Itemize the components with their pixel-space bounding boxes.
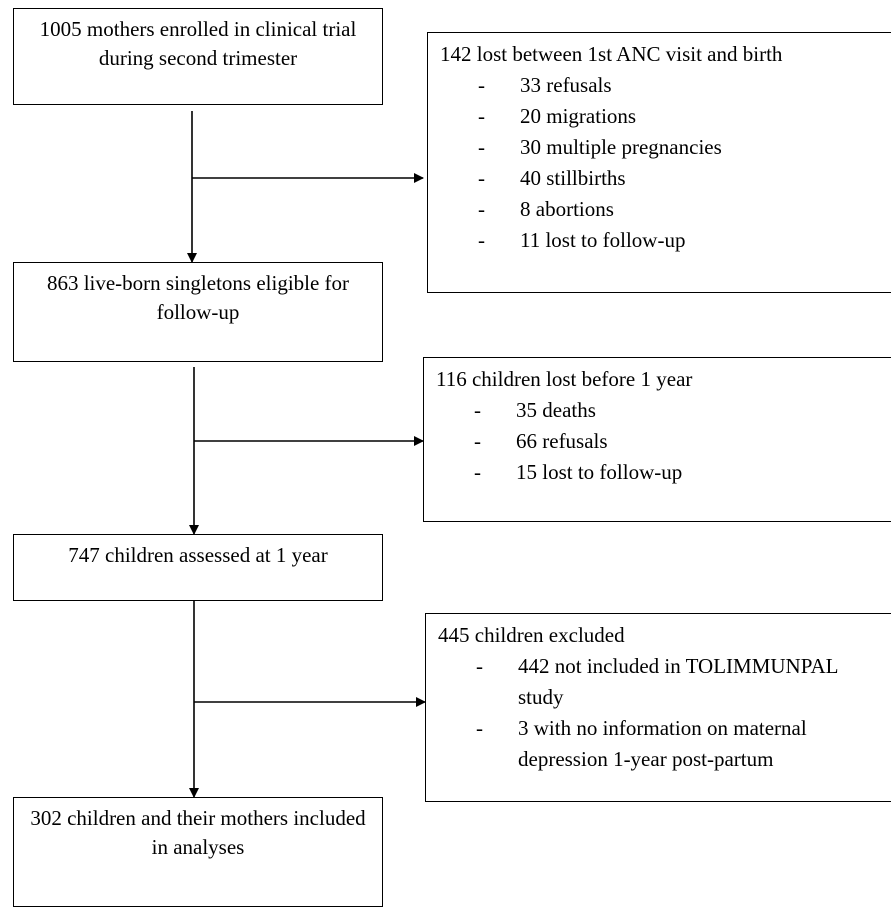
lost-before-1-year-list: - 35 deaths - 66 refusals - 15 lost to foll…	[436, 395, 884, 488]
lost-before-1-year-title: 116 children lost before 1 year	[436, 367, 693, 391]
list-item-text: 33 refusals	[520, 73, 612, 97]
list-item: - 20 migrations	[440, 101, 884, 132]
list-item-text: 11 lost to follow-up	[520, 228, 686, 252]
list-item: - 442 not included in TOLIMMUNPAL study	[438, 651, 884, 713]
box-enrolled: 1005 mothers enrolled in clinical trial …	[13, 8, 383, 105]
box-analyses: 302 children and their mothers included …	[13, 797, 383, 907]
list-item-text: 8 abortions	[520, 197, 614, 221]
bullet-dash: -	[474, 398, 481, 422]
bullet-dash: -	[476, 716, 483, 740]
list-item: - 40 stillbirths	[440, 163, 884, 194]
box-assessed: 747 children assessed at 1 year	[13, 534, 383, 601]
list-item-text: 442 not included in TOLIMMUNPAL study	[518, 654, 838, 709]
bullet-dash: -	[474, 460, 481, 484]
list-item-text: 20 migrations	[520, 104, 637, 128]
bullet-dash: -	[474, 429, 481, 453]
list-item: - 66 refusals	[436, 426, 884, 457]
list-item-text: 40 stillbirths	[520, 166, 626, 190]
box-eligible: 863 live-born singletons eligible for fo…	[13, 262, 383, 362]
bullet-dash: -	[478, 197, 485, 221]
bullet-dash: -	[478, 166, 485, 190]
box-eligible-text: 863 live-born singletons eligible for fo…	[46, 271, 350, 324]
bullet-dash: -	[478, 73, 485, 97]
list-item: - 30 multiple pregnancies	[440, 132, 884, 163]
list-item: - 35 deaths	[436, 395, 884, 426]
box-analyses-text: 302 children and their mothers included …	[30, 806, 366, 859]
box-enrolled-text: 1005 mothers enrolled in clinical trial …	[39, 17, 357, 70]
box-lost-before-1-year: 116 children lost before 1 year - 35 deat…	[423, 357, 891, 522]
box-excluded: 445 children excluded - 442 not included …	[425, 613, 891, 802]
list-item: - 3 with no information on maternal depre…	[438, 713, 884, 775]
list-item: - 11 lost to follow-up	[440, 225, 884, 256]
list-item-text: 3 with no information on maternal depres…	[518, 716, 807, 771]
list-item: - 8 abortions	[440, 194, 884, 225]
list-item: - 33 refusals	[440, 70, 884, 101]
list-item-text: 35 deaths	[516, 398, 596, 422]
box-assessed-text: 747 children assessed at 1 year	[68, 543, 328, 567]
list-item-text: 15 lost to follow-up	[516, 460, 683, 484]
bullet-dash: -	[478, 135, 485, 159]
excluded-list: - 442 not included in TOLIMMUNPAL study -…	[438, 651, 884, 775]
bullet-dash: -	[478, 104, 485, 128]
list-item-text: 30 multiple pregnancies	[520, 135, 722, 159]
list-item-text: 66 refusals	[516, 429, 608, 453]
excluded-title: 445 children excluded	[438, 623, 625, 647]
list-item: - 15 lost to follow-up	[436, 457, 884, 488]
box-lost-before-birth: 142 lost between 1st ANC visit and birth…	[427, 32, 891, 293]
lost-before-birth-title: 142 lost between 1st ANC visit and birth	[440, 42, 783, 66]
lost-before-birth-list: - 33 refusals - 20 migrations - 30 multiple…	[440, 70, 884, 256]
bullet-dash: -	[478, 228, 485, 252]
bullet-dash: -	[476, 654, 483, 678]
